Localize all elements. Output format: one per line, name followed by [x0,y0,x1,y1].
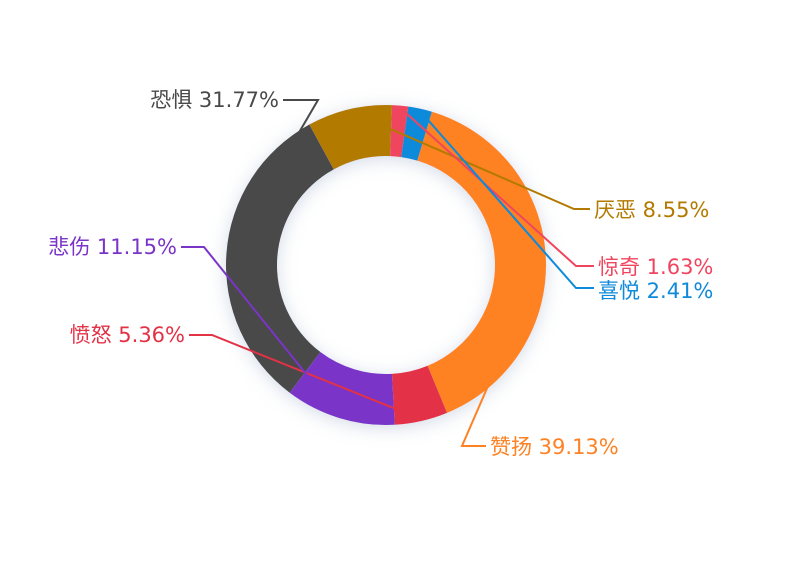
donut-ring [226,104,546,425]
slice-labels: 恐惧 31.77% 厌恶 8.55% 惊奇 1.63%喜悦 2.41% 赞扬 39.1… [48,88,713,459]
slice-惊奇 [390,105,409,158]
slice-愤怒 [391,365,448,425]
slice-label-赞扬: 赞扬 39.13% [490,435,619,459]
leader-line-喜悦 [419,110,594,289]
leader-lines [181,99,594,447]
slice-label-厌恶: 厌恶 8.55% [594,198,709,222]
slice-label-恐惧: 恐惧 31.77% [150,88,279,112]
slice-赞扬 [417,111,546,413]
slice-喜悦 [401,106,432,161]
slice-恐惧 [226,124,334,393]
slice-label-惊奇: 惊奇 1.63% [598,255,713,279]
leader-line-厌恶 [349,110,590,210]
slice-悲伤 [289,352,395,425]
slice-label-愤怒: 愤怒 5.36% [70,323,185,347]
slice-label-喜悦: 喜悦 2.41% [598,279,713,303]
slice-label-悲伤: 悲伤 11.15% [48,235,177,259]
leader-line-恐惧 [227,99,320,255]
leader-line-惊奇 [399,106,594,267]
leader-line-赞扬 [460,256,545,447]
leader-line-悲伤 [181,246,341,417]
leader-line-愤怒 [189,334,422,421]
